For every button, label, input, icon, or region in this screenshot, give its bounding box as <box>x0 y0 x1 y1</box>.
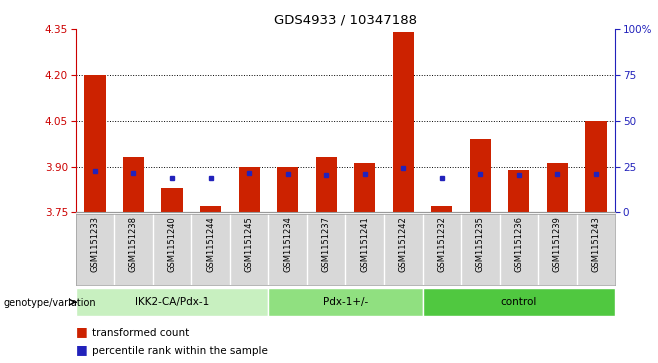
Text: GSM1151232: GSM1151232 <box>438 216 446 272</box>
Text: GSM1151236: GSM1151236 <box>515 216 523 272</box>
Text: ■: ■ <box>76 343 88 356</box>
Text: GSM1151240: GSM1151240 <box>168 216 176 272</box>
Bar <box>586 121 607 212</box>
Bar <box>431 206 453 212</box>
Text: GSM1151234: GSM1151234 <box>283 216 292 272</box>
Text: IKK2-CA/Pdx-1: IKK2-CA/Pdx-1 <box>135 297 209 307</box>
Text: GSM1151237: GSM1151237 <box>322 216 331 272</box>
Bar <box>422 288 615 316</box>
Title: GDS4933 / 10347188: GDS4933 / 10347188 <box>274 13 417 26</box>
Bar <box>76 288 268 316</box>
Text: GSM1151235: GSM1151235 <box>476 216 485 272</box>
Bar <box>508 170 530 212</box>
Text: Pdx-1+/-: Pdx-1+/- <box>323 297 368 307</box>
Bar <box>354 163 375 212</box>
Text: GSM1151233: GSM1151233 <box>90 216 99 272</box>
Bar <box>277 167 298 212</box>
Bar <box>393 32 414 212</box>
Text: genotype/variation: genotype/variation <box>3 298 96 308</box>
Text: percentile rank within the sample: percentile rank within the sample <box>92 346 268 356</box>
Bar <box>161 188 183 212</box>
Text: GSM1151245: GSM1151245 <box>245 216 253 272</box>
Text: GSM1151239: GSM1151239 <box>553 216 562 272</box>
Text: GSM1151241: GSM1151241 <box>360 216 369 272</box>
Text: GSM1151242: GSM1151242 <box>399 216 408 272</box>
Bar <box>123 158 144 212</box>
Bar <box>200 206 221 212</box>
Bar <box>470 139 491 212</box>
Bar <box>238 167 260 212</box>
Text: GSM1151238: GSM1151238 <box>129 216 138 272</box>
Bar <box>268 288 422 316</box>
Text: control: control <box>501 297 537 307</box>
Bar <box>84 75 105 212</box>
Text: transformed count: transformed count <box>92 327 190 338</box>
Bar <box>547 163 568 212</box>
Text: GSM1151244: GSM1151244 <box>206 216 215 272</box>
Bar <box>316 158 337 212</box>
Text: ■: ■ <box>76 325 88 338</box>
Text: GSM1151243: GSM1151243 <box>592 216 601 272</box>
